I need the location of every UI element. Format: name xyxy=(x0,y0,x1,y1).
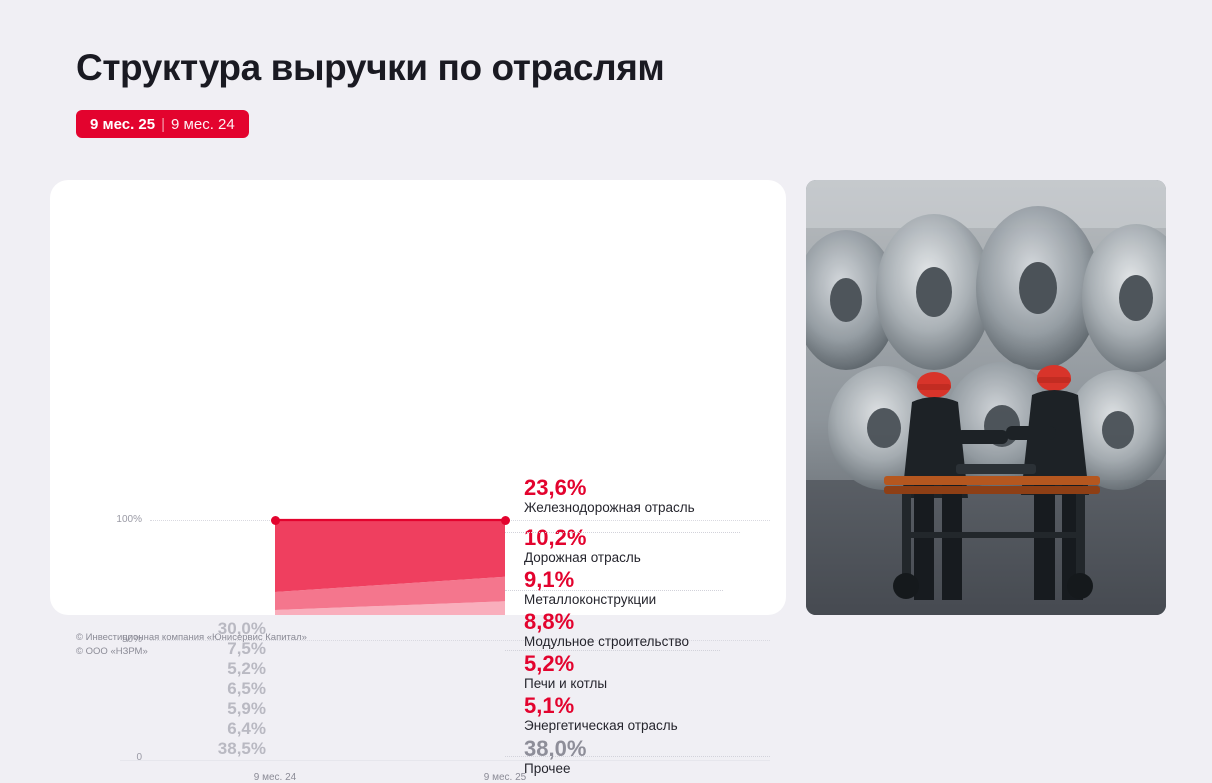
prev-value-furnaces: 5,9% xyxy=(227,699,266,718)
leader-modular xyxy=(505,650,720,651)
revenue-structure-chart: 100% 50% 0 9 мес. 24 9 мес. xyxy=(50,180,786,783)
footer-line-1: © Инвестиционная компания «Юнисервис Кап… xyxy=(76,632,307,643)
page-title: Структура выручки по отраслям xyxy=(76,47,665,88)
value-furnaces: 5,2% xyxy=(524,651,575,676)
value-energy: 5,1% xyxy=(524,693,575,718)
chart-card: 100% 50% 0 9 мес. 24 9 мес. xyxy=(50,180,786,783)
leader-road xyxy=(505,590,723,591)
prev-value-metalwork: 5,2% xyxy=(227,659,266,678)
factory-photo xyxy=(806,180,1166,615)
period-current-label: 9 мес. 25 xyxy=(90,115,156,133)
label-metalwork: 9,1% Металлоконструкции xyxy=(524,568,656,608)
name-railway: Железнодорожная отрасль xyxy=(524,500,695,516)
band-metalwork xyxy=(275,601,505,615)
label-railway: 23,6% Железнодорожная отрасль xyxy=(524,476,695,516)
prev-value-other: 38,5% xyxy=(217,739,266,758)
label-energy: 5,1% Энергетическая отрасль xyxy=(524,694,678,734)
prev-value-road: 7,5% xyxy=(227,639,266,658)
band-road xyxy=(275,576,505,610)
name-furnaces: Печи и котлы xyxy=(524,676,608,692)
factory-photo-illustration xyxy=(806,180,1166,615)
x-tick-prev: 9 мес. 24 xyxy=(253,772,297,783)
data-point-left xyxy=(270,515,280,525)
worker-right xyxy=(1006,365,1089,600)
value-metalwork: 9,1% xyxy=(524,567,575,592)
label-furnaces: 5,2% Печи и котлы xyxy=(524,652,607,692)
leader-railway xyxy=(505,532,740,533)
footer-credits: © Инвестиционная компания «Юнисервис Кап… xyxy=(76,631,307,659)
prev-value-energy: 6,4% xyxy=(227,719,266,738)
stacked-area-svg xyxy=(275,518,505,615)
name-modular: Модульное строительство xyxy=(524,634,690,650)
name-road: Дорожная отрасль xyxy=(524,550,641,566)
data-point-right xyxy=(500,515,510,525)
label-modular: 8,8% Модульное строительство xyxy=(524,610,689,650)
band-railway xyxy=(275,520,505,592)
value-railway: 23,6% xyxy=(524,475,587,500)
label-road: 10,2% Дорожная отрасль xyxy=(524,526,641,566)
gridline-50 xyxy=(150,640,770,641)
name-metalwork: Металлоконструкции xyxy=(524,592,657,608)
worker-left xyxy=(902,372,1008,600)
value-road: 10,2% xyxy=(524,525,587,550)
x-axis-baseline xyxy=(120,760,770,761)
leader-other xyxy=(505,756,770,757)
prev-value-railway: 30,0% xyxy=(217,619,266,638)
prev-value-modular: 6,5% xyxy=(227,679,266,698)
cart-with-bars xyxy=(884,464,1100,599)
period-toggle-badge[interactable]: 9 мес. 25 | 9 мес. 24 xyxy=(76,110,249,138)
y-tick-50: 50% xyxy=(121,634,142,645)
period-separator: | xyxy=(161,115,166,133)
footer-line-2: © ООО «НЗРМ» xyxy=(76,645,148,657)
y-tick-0: 0 xyxy=(136,752,142,763)
name-energy: Энергетическая отрасль xyxy=(524,718,678,734)
value-modular: 8,8% xyxy=(524,609,575,634)
y-tick-100: 100% xyxy=(116,514,142,525)
name-other: Прочее xyxy=(524,761,571,777)
period-previous-label: 9 мес. 24 xyxy=(171,115,235,133)
